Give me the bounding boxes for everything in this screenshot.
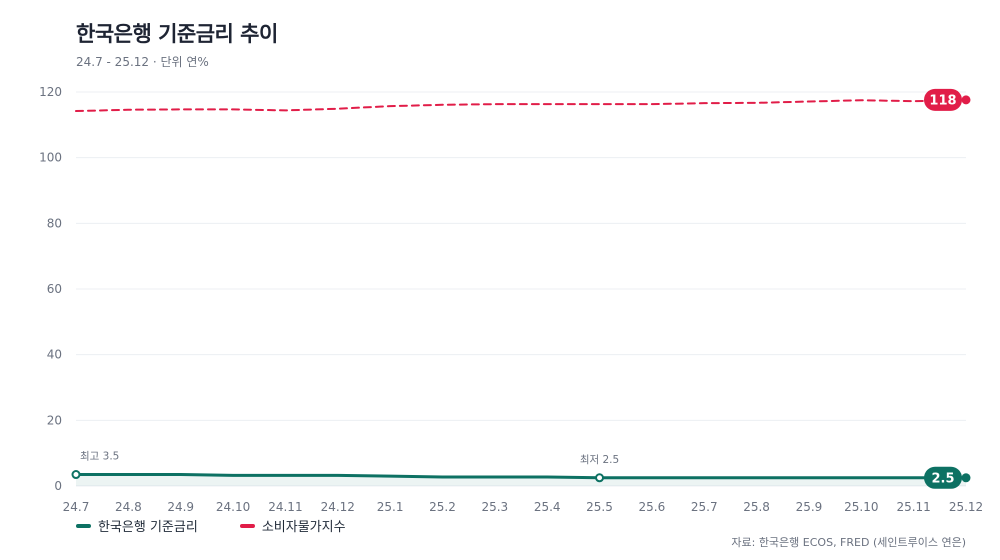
legend-item-cpi: 소비자물가지수 xyxy=(239,516,346,535)
x-tick-label: 24.12 xyxy=(321,500,355,514)
x-tick-label: 24.9 xyxy=(167,500,194,514)
x-tick-label: 24.8 xyxy=(115,500,142,514)
chart-title: 한국은행 기준금리 추이 xyxy=(76,22,278,46)
x-tick-label: 25.3 xyxy=(481,500,508,514)
y-tick-label: 60 xyxy=(47,282,62,296)
x-tick-label: 24.7 xyxy=(63,500,90,514)
x-tick-label: 25.12 xyxy=(949,500,983,514)
legend-label-cpi: 소비자물가지수 xyxy=(261,520,346,535)
cpi-end-label: 118 xyxy=(929,93,956,108)
x-tick-label: 25.7 xyxy=(691,500,718,514)
x-tick-label: 24.11 xyxy=(268,500,302,514)
y-tick-label: 80 xyxy=(47,216,62,230)
chart-legend: 한국은행 기준금리 소비자물가지수 xyxy=(76,516,346,535)
y-tick-label: 0 xyxy=(54,479,62,493)
x-tick-label: 25.8 xyxy=(743,500,770,514)
legend-swatch-cpi xyxy=(239,523,255,528)
x-tick-label: 24.10 xyxy=(216,500,250,514)
x-tick-label: 25.6 xyxy=(639,500,666,514)
chart-subtitle: 24.7 - 25.12 · 단위 연% xyxy=(76,55,209,69)
x-tick-label: 25.5 xyxy=(586,500,613,514)
x-tick-label: 25.11 xyxy=(896,500,930,514)
rate-line xyxy=(74,473,968,480)
cpi-line xyxy=(75,98,967,113)
max-point-marker xyxy=(71,470,81,480)
rate-area xyxy=(76,474,966,486)
rate-end-badge xyxy=(924,466,962,489)
legend-swatch-rate xyxy=(76,523,91,528)
x-tick-label: 25.2 xyxy=(429,500,456,514)
cpi-end-point xyxy=(961,95,971,105)
x-tick-label: 25.9 xyxy=(796,500,823,514)
x-tick-label: 25.10 xyxy=(844,500,878,514)
legend-item-rate: 한국은행 기준금리 xyxy=(76,516,198,535)
min-point-marker xyxy=(595,473,605,483)
y-tick-label: 40 xyxy=(47,348,62,362)
source-note: 자료: 한국은행 ECOS, FRED (세인트루이스 연은) xyxy=(731,536,966,549)
x-tick-label: 25.4 xyxy=(534,500,561,514)
y-tick-label: 100 xyxy=(39,151,62,165)
rate-end-point xyxy=(961,473,971,483)
x-tick-label: 25.1 xyxy=(377,500,404,514)
rate-end-label: 2.5 xyxy=(931,471,954,486)
legend-label-rate: 한국은행 기준금리 xyxy=(98,520,198,535)
y-tick-label: 20 xyxy=(47,413,62,427)
min-annotation: 최저 2.5 xyxy=(580,454,619,466)
cpi-end-badge xyxy=(924,88,962,111)
max-annotation: 최고 3.5 xyxy=(80,451,119,463)
y-tick-label: 120 xyxy=(39,85,62,99)
